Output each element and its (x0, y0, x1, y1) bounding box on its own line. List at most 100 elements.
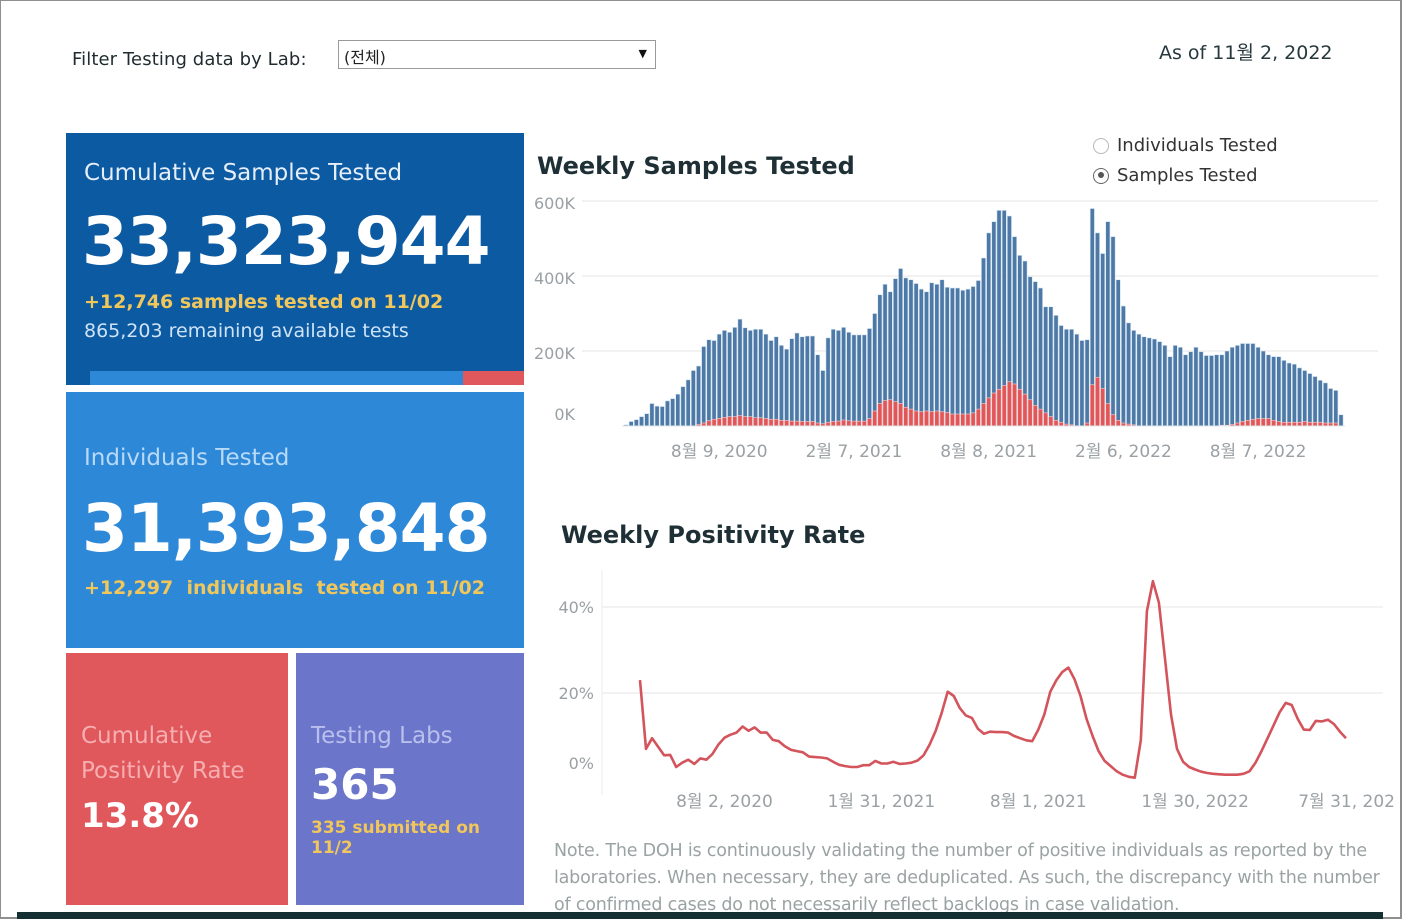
positivity-point[interactable] (933, 728, 938, 733)
positivity-point[interactable] (1229, 772, 1234, 777)
positivity-point[interactable] (1331, 721, 1336, 726)
bar-samples[interactable] (747, 330, 753, 427)
positivity-point[interactable] (1156, 600, 1161, 605)
bar-samples[interactable] (799, 336, 805, 427)
weekly-samples-bar-chart[interactable]: 0K 200K 400K 600K 8월 9, 2020 2월 7, 2021 8월 8, … (525, 195, 1395, 470)
positivity-point[interactable] (1096, 749, 1101, 754)
positivity-point[interactable] (710, 752, 715, 757)
positivity-point[interactable] (1265, 736, 1270, 741)
bar-samples[interactable] (1038, 287, 1043, 427)
bar-positives[interactable] (1302, 421, 1308, 427)
positivity-point[interactable] (957, 706, 962, 711)
positivity-point[interactable] (831, 759, 836, 764)
bar-positives[interactable] (1001, 385, 1007, 427)
bar-samples[interactable] (1188, 351, 1194, 427)
positivity-point[interactable] (1253, 760, 1258, 765)
bar-samples[interactable] (1172, 345, 1178, 427)
bar-positives[interactable] (908, 408, 914, 427)
positivity-point[interactable] (1084, 716, 1089, 721)
positivity-point[interactable] (1211, 771, 1216, 776)
bar-samples[interactable] (1105, 221, 1111, 427)
positivity-point[interactable] (692, 761, 697, 766)
bar-positives[interactable] (706, 420, 712, 427)
bar-positives[interactable] (737, 415, 743, 427)
bar-samples[interactable] (758, 328, 764, 427)
bar-positives[interactable] (960, 413, 966, 427)
positivity-point[interactable] (927, 742, 932, 747)
bar-positives[interactable] (1255, 418, 1261, 427)
bar-samples[interactable] (696, 365, 701, 427)
bar-samples[interactable] (856, 334, 862, 427)
positivity-point[interactable] (885, 761, 890, 766)
bar-positives[interactable] (804, 421, 810, 427)
bar-samples[interactable] (1048, 306, 1054, 427)
positivity-point[interactable] (1042, 712, 1047, 717)
bar-positives[interactable] (1032, 405, 1038, 427)
positivity-point[interactable] (1024, 738, 1029, 743)
positivity-point[interactable] (843, 764, 848, 769)
bar-samples[interactable] (830, 328, 836, 427)
positivity-point[interactable] (849, 764, 854, 769)
bar-positives[interactable] (1317, 421, 1323, 427)
bar-samples[interactable] (727, 331, 733, 427)
radio-samples-tested[interactable]: Samples Tested (1093, 165, 1258, 186)
bar-positives[interactable] (722, 417, 727, 427)
positivity-point[interactable] (819, 755, 824, 760)
positivity-point[interactable] (963, 713, 968, 718)
positivity-point[interactable] (1108, 764, 1113, 769)
bar-samples[interactable] (1063, 328, 1069, 427)
bar-positives[interactable] (753, 417, 758, 427)
bar-positives[interactable] (1017, 388, 1023, 427)
bar-positives[interactable] (742, 416, 748, 427)
bar-samples[interactable] (1317, 379, 1323, 427)
bar-positives[interactable] (1089, 384, 1095, 427)
positivity-point[interactable] (1259, 749, 1264, 754)
bar-samples[interactable] (753, 328, 758, 427)
bar-positives[interactable] (991, 392, 997, 427)
positivity-point[interactable] (1048, 689, 1053, 694)
bar-samples[interactable] (659, 406, 665, 427)
positivity-point[interactable] (909, 760, 914, 765)
bar-samples[interactable] (1131, 330, 1137, 427)
bar-positives[interactable] (1307, 421, 1313, 427)
positivity-point[interactable] (855, 764, 860, 769)
bar-positives[interactable] (732, 416, 738, 427)
positivity-point[interactable] (1235, 772, 1240, 777)
bar-samples[interactable] (789, 338, 795, 427)
bar-positives[interactable] (924, 410, 929, 427)
positivity-point[interactable] (945, 689, 950, 694)
bar-samples[interactable] (810, 335, 815, 427)
bar-samples[interactable] (804, 335, 810, 427)
bar-positives[interactable] (1105, 403, 1111, 427)
bar-samples[interactable] (768, 340, 774, 427)
positivity-point[interactable] (716, 742, 721, 747)
bar-samples[interactable] (944, 286, 950, 427)
bar-samples[interactable] (742, 327, 748, 427)
bar-positives[interactable] (1058, 421, 1064, 427)
bar-positives[interactable] (856, 420, 862, 427)
bar-samples[interactable] (794, 332, 800, 427)
bar-samples[interactable] (1333, 390, 1339, 427)
bar-positives[interactable] (1291, 421, 1297, 427)
bar-positives[interactable] (1266, 418, 1271, 427)
positivity-point[interactable] (1344, 736, 1349, 741)
positivity-point[interactable] (1078, 694, 1083, 699)
bar-samples[interactable] (1141, 336, 1147, 427)
bar-samples[interactable] (1338, 414, 1344, 427)
bar-samples[interactable] (1266, 354, 1271, 427)
positivity-point[interactable] (662, 753, 667, 758)
bar-positives[interactable] (1281, 421, 1287, 427)
bar-positives[interactable] (1038, 408, 1043, 427)
bar-samples[interactable] (981, 257, 986, 427)
positivity-point[interactable] (861, 763, 866, 768)
bar-samples[interactable] (820, 370, 826, 427)
bar-samples[interactable] (924, 291, 929, 427)
bar-samples[interactable] (1209, 355, 1214, 427)
bar-positives[interactable] (1006, 381, 1012, 427)
positivity-point[interactable] (897, 761, 902, 766)
bar-samples[interactable] (1312, 376, 1318, 427)
bar-samples[interactable] (918, 288, 924, 427)
bar-samples[interactable] (690, 370, 696, 427)
bar-samples[interactable] (670, 398, 676, 427)
bar-samples[interactable] (737, 318, 743, 427)
